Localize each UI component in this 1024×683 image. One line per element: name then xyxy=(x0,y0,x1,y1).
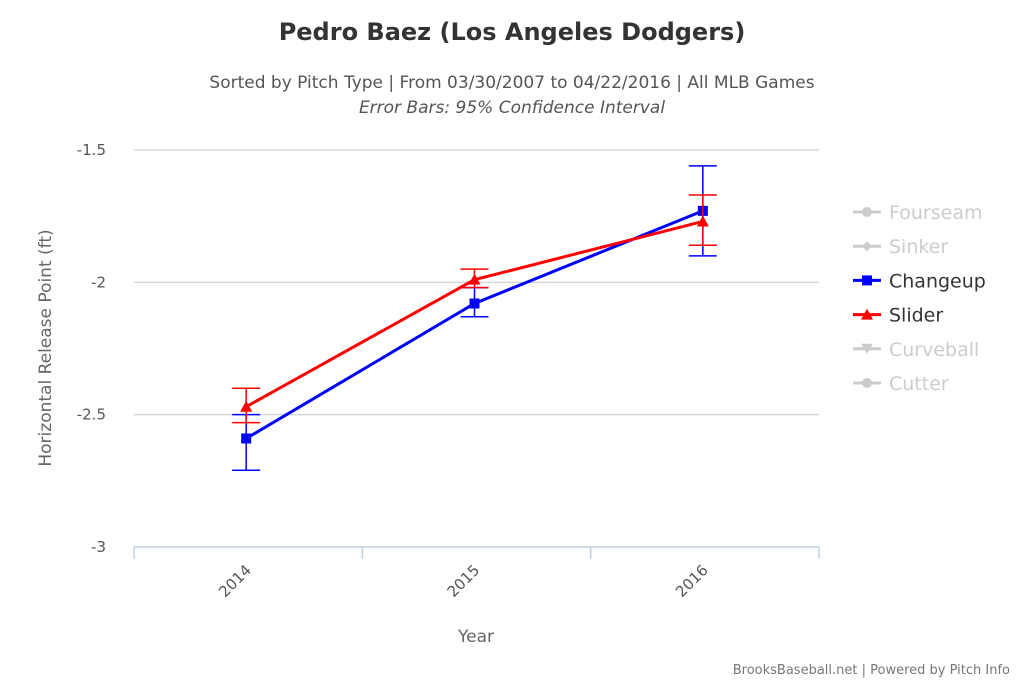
data-point xyxy=(241,433,252,444)
series-slider xyxy=(232,194,717,424)
chart-subtitle: Sorted by Pitch Type | From 03/30/2007 t… xyxy=(209,73,814,93)
chart-title: Pedro Baez (Los Angeles Dodgers) xyxy=(279,18,746,46)
legend-label: Fourseam xyxy=(889,202,982,224)
x-axis-label: Year xyxy=(457,627,494,647)
legend-marker xyxy=(862,378,872,388)
legend-item-cutter[interactable]: Cutter xyxy=(853,373,949,395)
data-point xyxy=(469,298,480,309)
legend-item-curveball[interactable]: Curveball xyxy=(853,339,979,361)
x-tick-label: 2014 xyxy=(215,561,255,601)
legend-marker xyxy=(861,343,873,354)
legend-label: Changeup xyxy=(889,270,986,292)
y-tick-label: -3 xyxy=(91,538,106,556)
y-tick-label: -1.5 xyxy=(77,141,106,159)
data-point xyxy=(468,273,481,285)
legend-marker xyxy=(862,207,872,217)
data-point xyxy=(696,215,709,227)
legend-item-sinker[interactable]: Sinker xyxy=(853,236,948,258)
y-tick-label: -2 xyxy=(91,273,106,291)
legend-label: Curveball xyxy=(889,339,979,361)
chart-subtitle-errorbars: Error Bars: 95% Confidence Interval xyxy=(359,98,665,118)
legend-marker xyxy=(862,275,872,286)
data-point xyxy=(240,400,253,412)
legend-item-slider[interactable]: Slider xyxy=(853,305,943,327)
legend-marker xyxy=(861,308,873,320)
legend-marker xyxy=(862,241,872,252)
series-changeup xyxy=(232,165,717,471)
legend-label: Sinker xyxy=(889,236,948,258)
x-tick-label: 2015 xyxy=(444,561,484,601)
y-tick-label: -2.5 xyxy=(77,406,106,424)
legend-item-fourseam[interactable]: Fourseam xyxy=(853,202,982,224)
series-line xyxy=(245,209,704,440)
x-tick-label: 2016 xyxy=(672,561,712,601)
legend-label: Cutter xyxy=(889,373,949,395)
legend-item-changeup[interactable]: Changeup xyxy=(853,270,986,292)
credit: BrooksBaseball.net | Powered by Pitch In… xyxy=(733,663,1010,678)
legend-label: Slider xyxy=(889,305,943,327)
y-axis-label: Horizontal Release Point (ft) xyxy=(36,229,56,466)
